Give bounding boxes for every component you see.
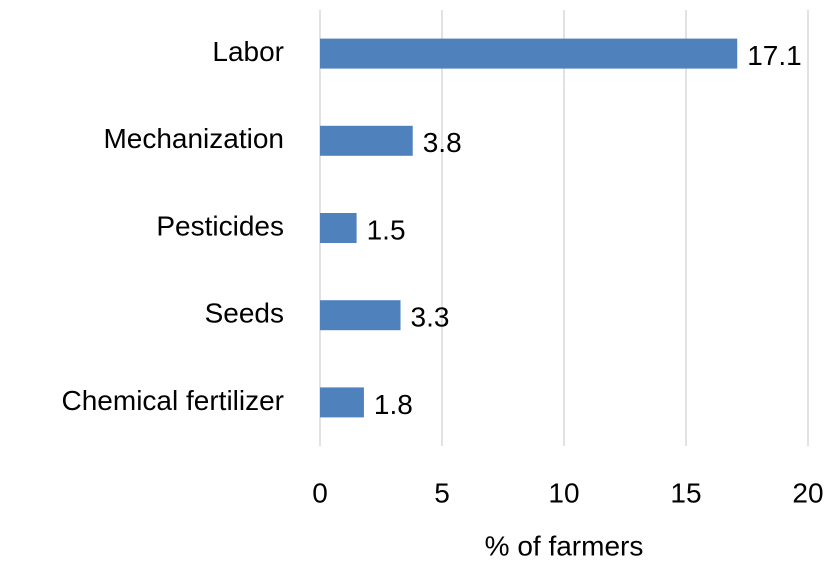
x-tick-label: 20 bbox=[792, 477, 823, 508]
y-tick-label: Seeds bbox=[205, 298, 284, 329]
y-tick-label: Pesticides bbox=[156, 210, 284, 241]
data-label: 1.5 bbox=[367, 214, 406, 245]
bar bbox=[320, 38, 738, 69]
data-label: 1.8 bbox=[374, 389, 413, 420]
y-tick-label: Mechanization bbox=[103, 123, 284, 154]
y-tick-label: Labor bbox=[212, 36, 284, 67]
data-label: 3.3 bbox=[411, 302, 450, 333]
y-tick-label: Chemical fertilizer bbox=[62, 385, 285, 416]
bar bbox=[320, 387, 364, 418]
bar bbox=[320, 213, 357, 243]
x-tick-label: 10 bbox=[548, 477, 579, 508]
bar bbox=[320, 300, 401, 331]
x-axis-label: % of farmers bbox=[485, 530, 644, 561]
x-tick-label: 15 bbox=[670, 477, 701, 508]
data-label: 3.8 bbox=[423, 127, 462, 158]
x-tick-label: 0 bbox=[312, 477, 328, 508]
x-tick-label: 5 bbox=[434, 477, 450, 508]
bar bbox=[320, 125, 413, 156]
data-label: 17.1 bbox=[747, 40, 802, 71]
